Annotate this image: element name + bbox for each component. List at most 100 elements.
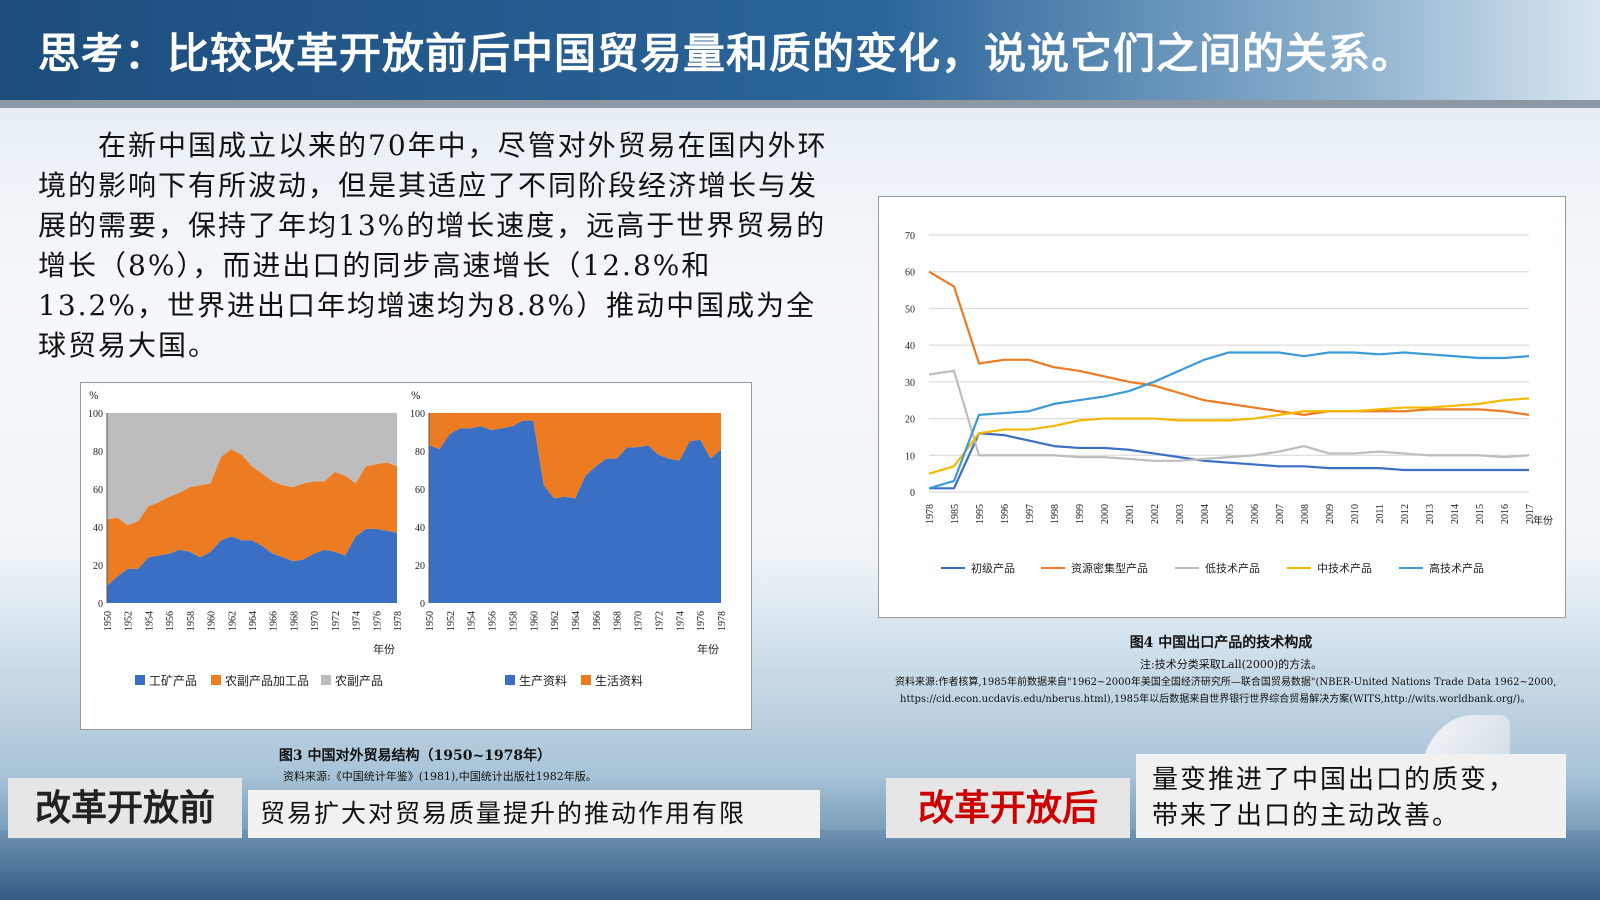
chart-b-y-tick-80: 80: [415, 447, 425, 458]
chart-b-y-unit: %: [411, 391, 421, 402]
chart-a-x-tick-1970: 1970: [310, 611, 321, 631]
chart-a-x-unit: 年份: [373, 642, 395, 656]
before-reform-label: 改革开放前: [8, 778, 242, 838]
chart-b-x-tick-1972: 1972: [654, 611, 665, 631]
chart-b-x-tick-1962: 1962: [550, 611, 561, 631]
chart-b-legend-swatch-1: [581, 675, 591, 685]
chart-a-legend-label-1: 农副产品加工品: [225, 674, 309, 688]
chart-c-y-tick-20: 20: [905, 415, 915, 426]
after-reform-text-line-2: 带来了出口的主动改善。: [1152, 801, 1461, 831]
chart-a-y-tick-60: 60: [93, 485, 103, 496]
chart-b-x-tick-1970: 1970: [634, 611, 645, 631]
figure-3-caption: 图3 中国对外贸易结构（1950~1978年）: [278, 748, 552, 764]
chart-b-x-tick-1952: 1952: [446, 611, 457, 631]
figure-4-source-line-1: 资料来源:作者核算,1985年前数据来自"1962~2000年美国全国经济研究所…: [895, 677, 1557, 688]
sea-band: [0, 830, 1600, 900]
chart-a-legend-swatch-1: [211, 675, 221, 685]
chart-b-y-tick-100: 100: [410, 409, 425, 420]
chart-a-y-tick-0: 0: [98, 599, 103, 610]
chart-c-x-unit: 年份: [1533, 514, 1553, 527]
chart-c-x-tick-2002: 2002: [1150, 504, 1161, 524]
chart-c-legend-label-2: 低技术产品: [1205, 561, 1260, 575]
chart-a-x-tick-1972: 1972: [331, 611, 342, 631]
chart-c-x-tick-2008: 2008: [1300, 504, 1311, 524]
chart-c-x-tick-2009: 2009: [1325, 504, 1336, 524]
chart-c-y-tick-30: 30: [905, 378, 915, 389]
chart-b-legend-label-0: 生产资料: [519, 674, 567, 688]
chart-a-x-tick-1956: 1956: [165, 611, 176, 631]
chart-c-x-tick-2012: 2012: [1400, 504, 1411, 524]
chart-a-area-0: [107, 528, 397, 603]
body-paragraph: 在新中国成立以来的70年中，尽管对外贸易在国内外环境的影响下有所波动，但是其适应…: [38, 129, 828, 362]
figure-4-source-line-2: https://cid.econ.ucdavis.edu/nberus.html…: [900, 694, 1531, 705]
chart-c-x-tick-1995: 1995: [975, 504, 986, 524]
figure-4-chart: 0 10 20 30 40 50 60 70 1978 1985 1995 1996 1997 1998 1…: [905, 231, 1553, 575]
chart-a-x-tick-1958: 1958: [186, 611, 197, 631]
chart-c-x-tick-1998: 1998: [1050, 504, 1061, 524]
chart-b-x-tick-1954: 1954: [467, 611, 478, 631]
chart-c-series-line-2: [928, 369, 1530, 462]
chart-c-x-tick-2017: 2017: [1525, 504, 1536, 524]
chart-a-x-tick-1962: 1962: [227, 611, 238, 631]
chart-c-x-tick-2015: 2015: [1475, 504, 1486, 524]
chart-b-x-unit: 年份: [697, 642, 719, 656]
chart-c-legend-label-0: 初级产品: [971, 561, 1015, 575]
chart-c-x-tick-1985: 1985: [950, 504, 961, 524]
chart-a-x-tick-1952: 1952: [124, 611, 135, 631]
chart-b-x-tick-1958: 1958: [508, 611, 519, 631]
chart-c-x-tick-2016: 2016: [1500, 504, 1511, 524]
after-reform-text-line-1: 量变推进了中国出口的质变，: [1152, 765, 1517, 795]
chart-b-y-tick-20: 20: [415, 561, 425, 572]
chart-c-legend-label-4: 高技术产品: [1429, 561, 1484, 575]
figure-4-caption: 图4 中国出口产品的技术构成: [1129, 635, 1313, 651]
chart-a-x-tick-1978: 1978: [393, 611, 404, 631]
chart-c-x-tick-2010: 2010: [1350, 504, 1361, 524]
chart-c-series-line-4: [928, 351, 1530, 490]
chart-c-x-tick-2013: 2013: [1425, 504, 1436, 524]
chart-a-area-2: [107, 413, 397, 526]
chart-c-x-tick-2011: 2011: [1375, 504, 1386, 524]
chart-a-legend-label-0: 工矿产品: [149, 674, 197, 688]
chart-b-y-tick-60: 60: [415, 485, 425, 496]
chart-a-legend-swatch-0: [135, 675, 145, 685]
chart-c-y-tick-70: 70: [905, 231, 915, 242]
chart-b-x-tick-1978: 1978: [717, 611, 728, 631]
chart-c-x-tick-2007: 2007: [1275, 504, 1286, 524]
chart-a-y-tick-20: 20: [93, 561, 103, 572]
chart-b-x-tick-1950: 1950: [425, 611, 436, 631]
chart-c-x-tick-1996: 1996: [1000, 504, 1011, 524]
chart-c-x-tick-2004: 2004: [1200, 504, 1211, 524]
chart-c-x-tick-1999: 1999: [1075, 504, 1086, 524]
chart-c-y-tick-0: 0: [910, 488, 915, 499]
chart-c-y-tick-10: 10: [905, 451, 915, 462]
chart-c-series-line-3: [928, 397, 1530, 475]
title-bar: [0, 0, 1600, 100]
chart-c-x-tick-2000: 2000: [1100, 504, 1111, 524]
chart-c-x-tick-1997: 1997: [1025, 504, 1036, 524]
chart-b-legend-swatch-0: [505, 675, 515, 685]
chart-a-x-tick-1950: 1950: [103, 611, 114, 631]
chart-c-y-tick-50: 50: [905, 304, 915, 315]
chart-c-x-tick-2003: 2003: [1175, 504, 1186, 524]
chart-b-x-tick-1956: 1956: [488, 611, 499, 631]
chart-b-y-tick-40: 40: [415, 523, 425, 534]
chart-a-x-tick-1968: 1968: [289, 611, 300, 631]
title-underline: [0, 100, 1600, 108]
chart-a-x-tick-1974: 1974: [352, 611, 363, 631]
chart-c-x-tick-2001: 2001: [1125, 504, 1136, 524]
figure-4: 0 10 20 30 40 50 60 70 1978 1985 1995 1996 1997 1998 1…: [878, 196, 1566, 618]
chart-c-x-tick-2005: 2005: [1225, 504, 1236, 524]
chart-b-x-tick-1960: 1960: [529, 611, 540, 631]
chart-b-x-tick-1968: 1968: [613, 611, 624, 631]
chart-c-x-tick-2006: 2006: [1250, 504, 1261, 524]
chart-a-legend-swatch-2: [321, 675, 331, 685]
chart-a-area-1: [107, 449, 397, 586]
chart-c-legend-label-3: 中技术产品: [1317, 561, 1372, 575]
page-title: 思考：比较改革开放前后中国贸易量和质的变化，说说它们之间的关系。: [38, 29, 1415, 78]
chart-a-y-unit: %: [89, 391, 99, 402]
after-reform-label: 改革开放后: [886, 778, 1130, 838]
chart-a-x-tick-1976: 1976: [372, 611, 383, 631]
figure-3: 0 20 40 60 80 100% 1950 1952 1954 1956 1958 1960 196…: [80, 382, 752, 730]
before-reform-text: 贸易扩大对贸易质量提升的推动作用有限: [248, 790, 820, 838]
figure-3-charts: 0 20 40 60 80 100% 1950 1952 1954 1956 1958 1960 196…: [88, 391, 728, 688]
